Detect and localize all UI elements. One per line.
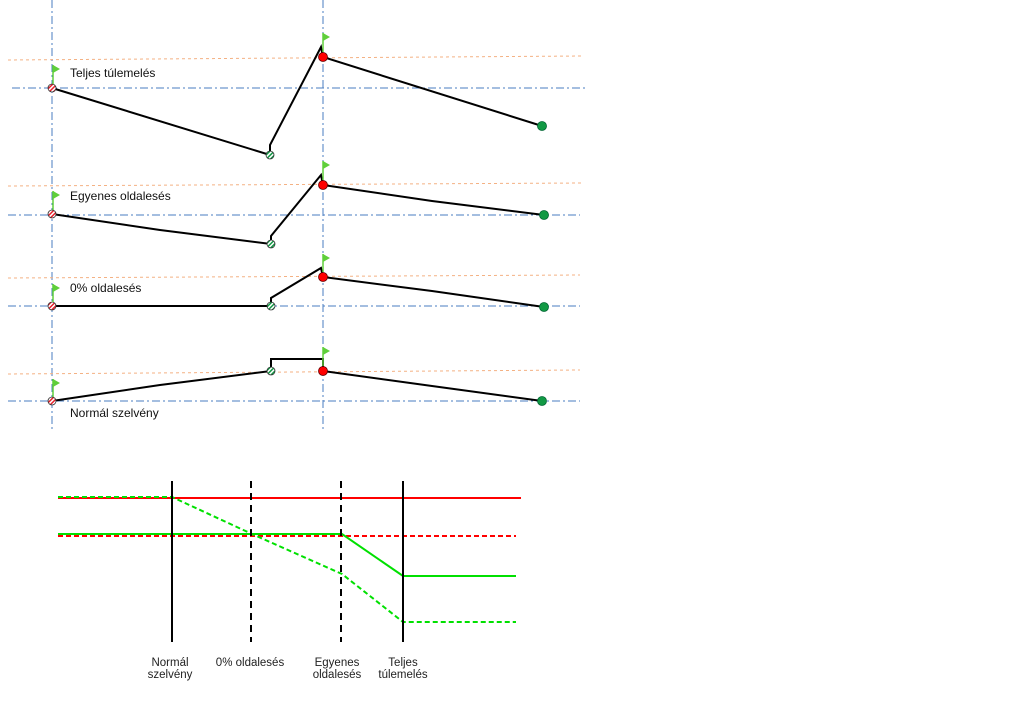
inner-node	[265, 150, 275, 160]
station-label: 0% oldalesés	[216, 657, 285, 669]
profile-line	[51, 358, 543, 402]
cross-section-full-superelevation: Teljes túlemelés	[7, 33, 585, 160]
cross-section-normal: Normál szelvény	[7, 347, 581, 420]
inner-node	[266, 366, 276, 376]
right-edge-node	[537, 121, 547, 131]
center-node	[318, 272, 328, 282]
section-label: Teljes túlemelés	[70, 66, 155, 80]
section-label: 0% oldalesés	[70, 281, 141, 295]
station-label: Teljes	[388, 657, 418, 669]
left-edge-node	[47, 301, 57, 311]
transition-diagram: Normál szelvény 0% oldalesés Egyenes old…	[58, 481, 521, 681]
right-edge-node	[539, 210, 549, 220]
flag-icon	[322, 161, 330, 180]
cross-section-zero-crossfall: 0% oldalesés	[7, 254, 581, 312]
flag-icon	[322, 347, 330, 366]
center-node	[318, 180, 328, 190]
flag-icon	[52, 65, 60, 84]
right-edge-node	[537, 396, 547, 406]
section-label: Normál szelvény	[70, 406, 159, 420]
right-edge-node	[539, 302, 549, 312]
flag-icon	[52, 191, 60, 210]
left-edge-node	[47, 83, 57, 93]
flag-icon	[322, 33, 330, 52]
cross-section-straight-crossfall: Egyenes oldalesés	[7, 161, 583, 249]
green-solid-line	[58, 533, 516, 577]
flag-icon	[52, 284, 60, 302]
center-node	[318, 366, 328, 376]
left-edge-node	[47, 396, 57, 406]
section-label: Egyenes oldalesés	[70, 189, 171, 203]
station-label: túlemelés	[378, 669, 427, 681]
design-line	[7, 274, 581, 279]
center-node	[318, 52, 328, 62]
station-label: szelvény	[148, 669, 193, 681]
station-label: Normál	[151, 657, 188, 669]
design-line	[7, 55, 583, 61]
green-dashed-line	[58, 496, 516, 623]
design-line	[7, 182, 583, 187]
inner-node	[266, 239, 276, 249]
design-line	[7, 369, 581, 375]
flag-icon	[52, 379, 60, 397]
station-label: Egyenes	[315, 657, 360, 669]
left-edge-node	[47, 209, 57, 219]
station-label: oldalesés	[313, 669, 362, 681]
flag-icon	[322, 254, 330, 272]
profile-line	[51, 44, 543, 157]
inner-node	[266, 301, 276, 311]
profile-line	[51, 172, 545, 246]
